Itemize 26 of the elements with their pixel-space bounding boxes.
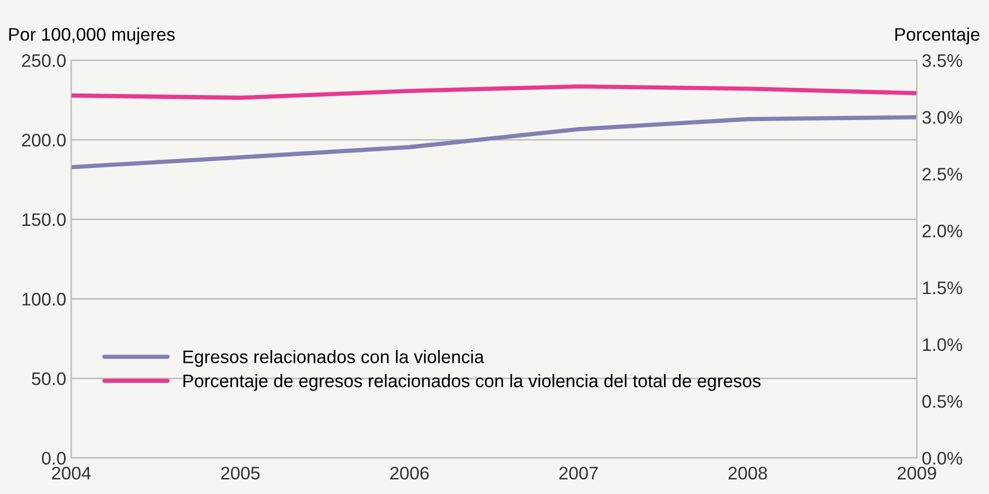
- y-tick-label: 0.0: [42, 452, 66, 465]
- y2-tick-label: 2.5%: [922, 168, 962, 181]
- y-tick-label: 100.0: [22, 292, 66, 306]
- y-tick-label: 200.0: [22, 134, 66, 147]
- y2-tick-label: 1.5%: [923, 282, 962, 294]
- y-tick-label: 250.0: [22, 54, 66, 67]
- y2-tick-label: 0.0%: [922, 452, 962, 465]
- x-tick-label: 2006: [390, 466, 429, 480]
- x-tick-label: 2007: [559, 466, 598, 480]
- legend-label: Porcentaje de egresos relacionados con la violencia del total de egresos: [183, 374, 760, 391]
- y-tick-label: 150.0: [22, 213, 66, 226]
- y2-tick-label: 3.0%: [922, 111, 962, 124]
- legend-label: Egresos relacionados con la violencia: [183, 350, 484, 367]
- y-tick-label: 50.0: [32, 372, 66, 386]
- x-tick-label: 2005: [221, 466, 260, 480]
- y2-tick-label: 1.0%: [923, 338, 962, 352]
- y2-tick-label: 0.5%: [922, 395, 962, 408]
- y-axis-title: Por 100,000 mujeres: [9, 28, 175, 44]
- y2-tick-label: 3.5%: [922, 54, 962, 67]
- line-series: [71, 84, 917, 100]
- x-tick-label: 2004: [52, 466, 91, 480]
- y2-axis-title: Porcentaje: [895, 28, 980, 44]
- y2-tick-label: 2.0%: [922, 224, 962, 238]
- x-tick-label: 2008: [728, 466, 767, 480]
- line-series: [71, 115, 917, 170]
- x-tick-label: 2009: [898, 466, 936, 480]
